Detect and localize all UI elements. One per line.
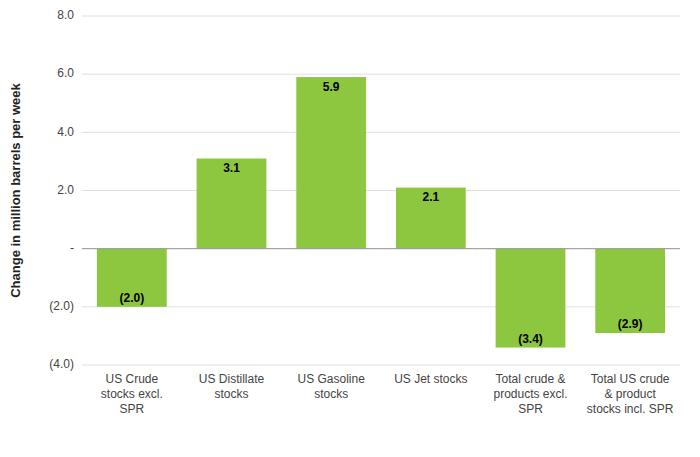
bar — [197, 159, 267, 249]
data-label: 2.1 — [422, 190, 439, 204]
y-tick-label: - — [70, 241, 74, 255]
bar — [396, 188, 466, 249]
y-axis-label: Change in million barrels per week — [8, 82, 23, 297]
x-tick-label: US Distillatestocks — [199, 372, 265, 401]
grid-line — [82, 248, 680, 249]
y-tick-label: (4.0) — [49, 357, 74, 371]
data-label: 5.9 — [323, 80, 340, 94]
data-label: (3.4) — [518, 332, 543, 346]
bars — [97, 77, 665, 347]
y-tick-label: 2.0 — [57, 183, 74, 197]
data-label: (2.9) — [618, 317, 643, 331]
x-tick-label: Total US crude& productstocks incl. SPR — [587, 372, 674, 416]
x-tick-label: US Jet stocks — [394, 372, 467, 386]
x-tick-label: US Crudestocks excl.SPR — [101, 372, 163, 416]
grid-line — [82, 16, 680, 17]
grid-line — [82, 132, 680, 133]
x-tick-label: US Gasolinestocks — [297, 372, 365, 401]
x-tick-label: Total crude &products excl.SPR — [493, 372, 567, 416]
data-label: 3.1 — [223, 161, 240, 175]
zero-line — [82, 248, 680, 249]
bar — [296, 77, 366, 249]
grid — [82, 16, 680, 365]
chart: (4.0) (2.0) - 2.0 4.0 6.0 8.0 (2.0) 3.1 5.9 2.1 (3.… — [0, 0, 700, 457]
y-tick-label: 8.0 — [57, 8, 74, 22]
y-tick-label: 6.0 — [57, 66, 74, 80]
y-tick-label: 4.0 — [57, 125, 74, 139]
grid-line — [82, 190, 680, 191]
y-tick-label: (2.0) — [49, 299, 74, 313]
bar — [97, 249, 167, 307]
bar — [595, 249, 665, 333]
grid-line — [82, 74, 680, 75]
data-label: (2.0) — [119, 291, 144, 305]
grid-line — [82, 306, 680, 307]
bar — [496, 249, 566, 348]
grid-line — [82, 365, 680, 366]
